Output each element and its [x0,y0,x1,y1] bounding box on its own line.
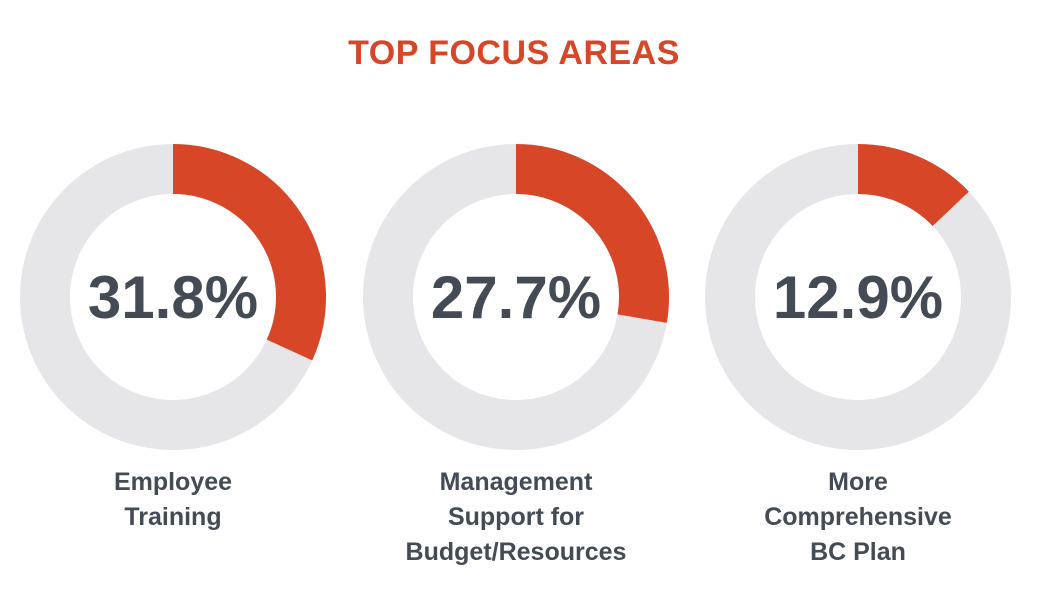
donut-label-line: Management [439,468,593,496]
donut-value-label: 12.9% [773,264,943,331]
donut-slice [857,144,969,227]
chart-title: TOP FOCUS AREAS [348,34,680,72]
donut-slice [172,144,326,361]
donut-label-line: More [828,468,888,496]
donut-value-label: 27.7% [431,264,601,331]
donut-label-employee-training: Employee Training [23,465,323,535]
donut-label-bc-plan: More Comprehensive BC Plan [708,465,1008,570]
donut-label-line: Support for [447,503,585,531]
donut-label-line: Comprehensive [764,503,952,531]
donut-label-management-support: Management Support for Budget/Resources [366,465,666,570]
donut-slice [515,144,669,323]
donut-label-line: BC Plan [810,538,906,566]
donut-value-label: 31.8% [88,264,258,331]
donut-label-line: Budget/Resources [405,538,627,566]
donut-label-line: Training [124,503,222,531]
donut-label-line: Employee [113,468,233,496]
